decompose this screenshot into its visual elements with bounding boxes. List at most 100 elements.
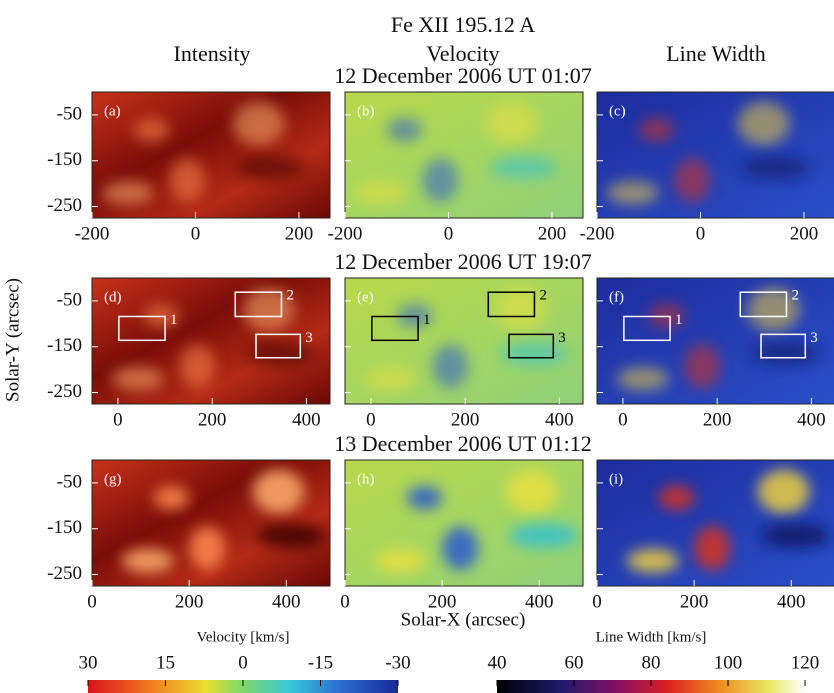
x-tick-label: 400 [545,409,574,430]
map-feature [374,548,427,573]
colorbar-tick-label: 80 [642,652,661,673]
map-feature [737,101,790,146]
panel-frame [596,459,834,587]
region-label: 1 [423,312,431,328]
y-tick-label: -50 [57,289,82,310]
map-feature [741,155,810,180]
panel-frame [91,277,331,405]
panel-letter: (i) [609,471,623,487]
map-feature [757,469,810,514]
x-tick-label: 200 [538,223,567,244]
map-feature [422,158,459,203]
map-feature [509,523,578,548]
panel-letter: (e) [357,289,374,305]
y-axis-label: Solar-Y (arcsec) [2,278,23,402]
y-tick-label: -250 [47,195,82,216]
region-label: 2 [286,288,294,304]
panel-letter: (b) [357,103,375,119]
x-tick-label: 400 [272,591,301,612]
map-feature [751,341,820,366]
region-label: 2 [539,288,547,304]
colorbar-tick-label: 30 [79,652,98,673]
colorbar-tick-label: 100 [714,652,743,673]
map-feature [133,117,170,142]
map-feature [121,548,174,573]
colorbar-tick-label: 40 [488,652,507,673]
x-tick-label: 0 [113,409,123,430]
x-tick-label: 0 [444,223,454,244]
x-tick-label: 400 [797,409,826,430]
region-label: 3 [305,330,313,346]
x-tick-label: -200 [75,223,110,244]
map-feature [101,180,154,205]
map-feature [169,158,206,203]
y-tick-label: -150 [47,149,82,170]
x-tick-label: 0 [366,409,376,430]
x-tick-label: 200 [428,591,457,612]
map-feature [674,158,711,203]
map-image [345,92,583,218]
x-tick-label: 400 [292,409,321,430]
x-tick-label: 0 [191,223,201,244]
x-tick-label: -200 [580,223,615,244]
panel-frame [91,459,331,587]
region-box [255,333,302,359]
column-title: Intensity [174,41,251,66]
y-tick-label: -50 [57,471,82,492]
map-feature [489,155,558,180]
panel-letter: (h) [357,471,375,487]
map-feature [246,341,315,366]
map-image [92,460,330,586]
panel-frame [596,91,834,219]
panel-letter: (d) [104,289,122,305]
map-feature [153,485,190,510]
column-title: Line Width [666,41,766,66]
panel [344,459,584,587]
y-tick-label: -250 [47,563,82,584]
x-tick-label: 400 [525,591,554,612]
map-feature [386,117,423,142]
panel [91,459,331,587]
x-tick-label: -200 [328,223,363,244]
figure-title: Fe XII 195.12 A [391,12,535,37]
region-box [487,291,536,318]
colorbar-tick-label: 60 [565,652,584,673]
y-tick-label: -250 [47,381,82,402]
colorbar-tick-label: -30 [385,652,410,673]
region-box [739,291,788,318]
map-feature [236,155,305,180]
panel-frame [344,459,584,587]
x-tick-label: 0 [87,591,97,612]
map-feature [761,523,830,548]
map-feature [354,180,407,205]
region-box [760,333,807,359]
colorbar-label: Line Width [km/s] [596,629,707,645]
y-tick-label: -150 [47,335,82,356]
panel-letter: (a) [104,103,121,119]
map-feature [364,366,417,391]
x-tick-label: 0 [618,409,628,430]
x-tick-label: 200 [790,223,819,244]
x-tick-label: 200 [703,409,732,430]
region-box [371,315,419,342]
region-label: 3 [810,330,818,346]
map-feature [485,101,538,146]
map-feature [616,366,669,391]
column-title: Velocity [426,41,499,66]
map-feature [606,180,659,205]
colorbar-tick-label: -15 [308,652,333,673]
map-feature [189,526,226,571]
x-tick-label: 200 [680,591,709,612]
panel-frame [91,91,331,219]
region-box [118,315,166,342]
x-tick-label: 0 [592,591,602,612]
map-image [92,92,330,218]
map-feature [232,101,285,146]
date-label: 13 December 2006 UT 01:12 [334,431,591,456]
map-image [597,92,834,218]
panel-frame [596,277,834,405]
map-feature [694,526,731,571]
x-tick-label: 400 [777,591,806,612]
